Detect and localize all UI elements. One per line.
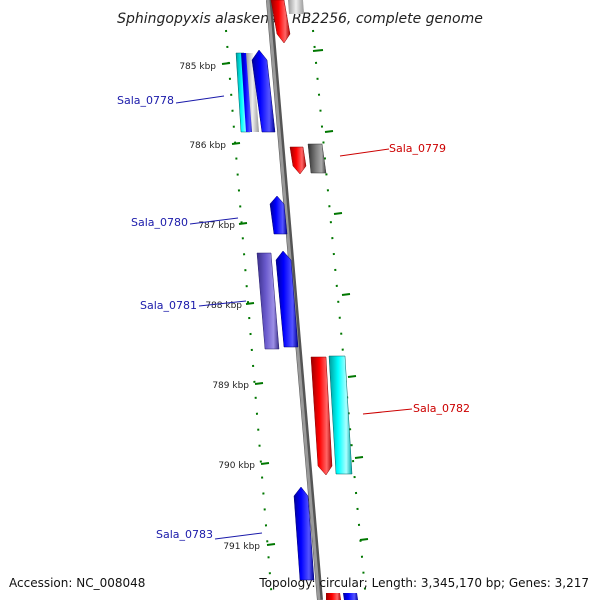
gene-feature-light[interactable] <box>246 53 259 132</box>
tick-mark <box>231 142 241 145</box>
outer-guide-dots <box>312 29 367 600</box>
gene-feature-blue-thin[interactable] <box>241 53 253 132</box>
leader-lines <box>175 95 413 540</box>
gene-feature-sala-0783[interactable] <box>293 486 315 581</box>
tick-label-789: 789 kbp <box>212 381 249 391</box>
gene-feature-red-top[interactable] <box>270 0 291 44</box>
tick-label-785: 785 kbp <box>179 62 216 72</box>
gene-label-sala-0778[interactable]: Sala_0778 <box>117 94 174 107</box>
map-title: Sphingopyxis alaskensis RB2256, complete… <box>117 11 483 27</box>
tick-label-791: 791 kbp <box>223 542 260 552</box>
gene-feature-sala-0781[interactable] <box>275 250 299 348</box>
gene-feature-light-top[interactable] <box>288 0 304 14</box>
gene-feature-cyan-0782[interactable] <box>328 355 353 475</box>
forward-strand-genes <box>235 49 315 581</box>
gene-feature-sala-0779[interactable] <box>289 146 307 175</box>
gene-feature-red-bottom[interactable] <box>326 593 341 600</box>
tick-label-790: 790 kbp <box>218 461 255 471</box>
tick-label-787: 787 kbp <box>198 221 235 231</box>
genome-summary-text: Topology: circular; Length: 3,345,170 bp… <box>258 576 589 590</box>
tick-label-788: 788 kbp <box>205 301 242 311</box>
gene-feature-blue-bottom[interactable] <box>343 593 358 600</box>
gene-feature-sala-0780[interactable] <box>269 195 288 235</box>
tick-marks <box>221 49 369 546</box>
gene-feature-sala-0782[interactable] <box>310 356 333 476</box>
gene-label-sala-0782[interactable]: Sala_0782 <box>413 402 470 415</box>
tick-mark <box>254 382 264 385</box>
gene-feature-grey[interactable] <box>307 143 327 174</box>
gene-feature-purple[interactable] <box>256 252 280 350</box>
tick-label-786: 786 kbp <box>189 141 226 151</box>
reverse-strand-genes <box>270 0 358 600</box>
tick-mark <box>260 462 270 465</box>
gene-label-sala-0783[interactable]: Sala_0783 <box>156 528 213 541</box>
gene-label-sala-0779[interactable]: Sala_0779 <box>389 142 446 155</box>
tick-mark <box>245 302 255 305</box>
tick-mark <box>238 222 248 225</box>
gene-label-sala-0781[interactable]: Sala_0781 <box>140 299 197 312</box>
tick-mark <box>266 543 276 546</box>
gene-label-sala-0780[interactable]: Sala_0780 <box>131 216 188 229</box>
gene-feature-sala-0778[interactable] <box>251 49 276 133</box>
gene-labels: Sala_0778 Sala_0779 Sala_0780 Sala_0781 … <box>117 94 470 541</box>
tick-mark <box>221 62 231 65</box>
tick-labels: 785 kbp 786 kbp 787 kbp 788 kbp 789 kbp … <box>179 62 260 552</box>
accession-text: Accession: NC_008048 <box>9 576 145 590</box>
